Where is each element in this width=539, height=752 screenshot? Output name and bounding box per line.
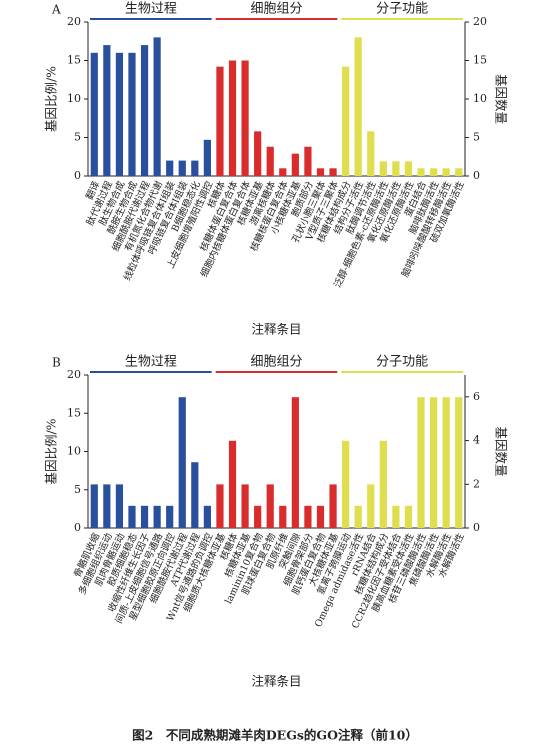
- bar: [316, 168, 325, 176]
- y-tick-label: 20: [67, 15, 81, 28]
- bar: [241, 484, 249, 528]
- bar: [203, 505, 211, 528]
- bar: [254, 131, 262, 176]
- bar: [392, 505, 400, 528]
- legend-label: 分子功能: [376, 355, 428, 370]
- y2-tick-label: 0: [473, 169, 480, 182]
- y-tick-label: 10: [67, 445, 81, 458]
- legend-label: 分子功能: [376, 2, 428, 17]
- x-axis-label: 注释条目: [251, 322, 301, 337]
- bar: [203, 139, 211, 176]
- bar: [354, 505, 362, 528]
- bar: [354, 37, 362, 177]
- legend-label: 生物过程: [125, 2, 177, 17]
- bar: [316, 505, 325, 528]
- y2-tick-label: 6: [473, 390, 480, 403]
- bar: [429, 397, 438, 528]
- bar: [417, 397, 425, 528]
- bar: [367, 131, 375, 176]
- y-tick-label: 15: [67, 406, 81, 419]
- y2-tick-label: 4: [473, 434, 480, 447]
- bar: [166, 160, 174, 176]
- bar: [153, 37, 161, 177]
- bar: [178, 160, 186, 176]
- bar: [392, 161, 400, 176]
- bar: [178, 397, 186, 528]
- bar: [241, 60, 249, 176]
- y-tick-label: 5: [74, 131, 81, 144]
- caption: 图2 不同成熟期滩羊肉DEGs的GO注释（前10）: [132, 728, 418, 743]
- bar: [455, 168, 463, 176]
- y-tick-label: 5: [74, 483, 81, 496]
- bar: [103, 45, 111, 176]
- bar: [103, 484, 111, 528]
- bar: [115, 52, 124, 176]
- bar: [228, 60, 237, 176]
- bar: [455, 397, 463, 528]
- y-axis-label: 基因比例/%: [44, 418, 59, 484]
- bar: [140, 45, 149, 176]
- bar: [342, 440, 350, 528]
- y2-tick-label: 20: [473, 15, 487, 28]
- bar: [90, 484, 98, 528]
- legend-label: 细胞组分: [250, 2, 302, 17]
- bar: [291, 153, 299, 176]
- y-tick-label: 20: [67, 368, 81, 381]
- bar: [266, 484, 274, 528]
- bar: [304, 505, 312, 528]
- bar: [417, 168, 425, 176]
- legend-label: 细胞组分: [250, 355, 302, 370]
- x-axis-label: 注释条目: [251, 674, 301, 689]
- bar: [379, 161, 387, 176]
- bar: [153, 505, 161, 528]
- bar: [266, 146, 274, 176]
- bar: [442, 397, 450, 528]
- bar: [228, 440, 237, 528]
- y2-tick-label: 5: [473, 131, 480, 144]
- bar: [191, 462, 199, 528]
- bar: [442, 168, 450, 176]
- bar: [342, 66, 350, 176]
- bar: [291, 397, 299, 528]
- y2-tick-label: 2: [473, 477, 480, 490]
- y2-tick-label: 0: [473, 521, 480, 534]
- y-tick-label: 15: [67, 54, 81, 67]
- bar: [304, 146, 312, 176]
- bar: [90, 52, 98, 176]
- bar: [279, 168, 287, 176]
- y-axis-label: 基因比例/%: [44, 66, 59, 132]
- y-tick-label: 0: [74, 521, 81, 534]
- bar: [115, 484, 124, 528]
- bar: [128, 52, 136, 176]
- panel-label: A: [51, 3, 61, 17]
- bar: [254, 505, 262, 528]
- bar: [166, 505, 174, 528]
- y2-tick-label: 10: [473, 92, 487, 105]
- y2-axis-label: 基因数量: [494, 426, 509, 476]
- bar: [329, 484, 337, 528]
- panel-label: B: [52, 356, 61, 370]
- bar: [128, 505, 136, 528]
- bar: [404, 161, 413, 176]
- legend-label: 生物过程: [125, 355, 177, 370]
- bar: [429, 168, 438, 176]
- bar: [329, 168, 337, 176]
- bar: [216, 484, 224, 528]
- y2-axis-label: 基因数量: [494, 74, 509, 124]
- bar: [404, 505, 413, 528]
- bar: [140, 505, 149, 528]
- y-tick-label: 10: [67, 92, 81, 105]
- bar: [279, 505, 287, 528]
- bar: [367, 484, 375, 528]
- bar: [379, 440, 387, 528]
- y2-tick-label: 15: [473, 54, 487, 67]
- y-tick-label: 0: [74, 169, 81, 182]
- bar: [216, 66, 224, 176]
- bar: [191, 160, 199, 176]
